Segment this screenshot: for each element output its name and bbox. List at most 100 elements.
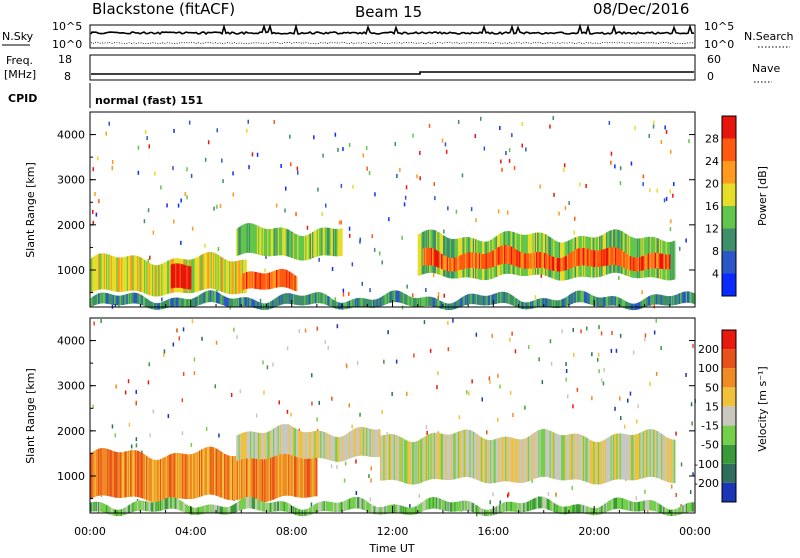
power-speckle xyxy=(379,251,381,256)
power-band-cell xyxy=(446,257,449,271)
power-band-cell xyxy=(563,298,565,307)
power-speckle xyxy=(475,218,477,223)
velocity-band-cell xyxy=(250,497,253,509)
power-band-cell xyxy=(317,228,320,256)
power-colorbar-tick: 20 xyxy=(705,178,719,191)
velocity-ytick-label: 2000 xyxy=(57,425,85,438)
power-band-cell xyxy=(269,301,272,309)
velocity-band-cell xyxy=(337,502,340,512)
power-band-cell xyxy=(483,295,485,306)
power-speckle xyxy=(405,185,408,190)
velocity-band-cell xyxy=(344,500,347,511)
velocity-band-cell xyxy=(610,499,612,511)
velocity-band-cell xyxy=(172,497,175,509)
velocity-band-cell xyxy=(267,502,270,512)
velocity-band-cell xyxy=(169,497,171,509)
power-speckle xyxy=(506,210,509,215)
velocity-band-cell xyxy=(632,434,635,481)
power-band-cell xyxy=(160,264,162,296)
velocity-band-cell xyxy=(415,441,418,485)
velocity-band-cell xyxy=(193,453,195,499)
power-band-cell xyxy=(274,270,277,288)
power-band-cell xyxy=(258,226,260,255)
power-speckle xyxy=(497,209,500,214)
power-band-cell xyxy=(163,262,166,295)
velocity-band-cell xyxy=(475,504,477,514)
velocity-band-cell xyxy=(582,505,585,514)
power-band-cell xyxy=(336,229,339,257)
velocity-speckle xyxy=(167,414,170,419)
power-band-cell xyxy=(374,299,376,308)
power-band-cell xyxy=(293,233,296,259)
velocity-band-cell xyxy=(662,506,665,515)
power-band-cell xyxy=(117,295,120,306)
power-speckle xyxy=(340,220,342,225)
velocity-speckle xyxy=(406,391,408,396)
power-band-cell xyxy=(273,299,276,308)
velocity-band-cell xyxy=(632,501,634,512)
velocity-band-cell xyxy=(248,454,250,500)
velocity-speckle xyxy=(550,361,553,366)
power-band-cell xyxy=(288,271,291,289)
power-band-cell xyxy=(196,257,199,292)
power-band-cell xyxy=(510,294,513,305)
power-band-cell xyxy=(326,227,328,256)
velocity-band-cell xyxy=(539,429,542,477)
velocity-band-cell xyxy=(437,498,439,510)
velocity-band-cell xyxy=(210,504,213,513)
power-band-cell xyxy=(300,236,303,261)
velocity-band-cell xyxy=(102,503,105,513)
power-speckle xyxy=(457,120,460,124)
power-speckle xyxy=(259,298,262,303)
velocity-band-cell xyxy=(328,501,331,512)
power-band-cell xyxy=(508,293,510,304)
power-band-cell xyxy=(486,253,489,269)
velocity-band-cell xyxy=(435,432,437,479)
power-band-cell xyxy=(253,300,256,308)
velocity-band-cell xyxy=(294,450,296,497)
power-band-cell xyxy=(600,250,602,267)
velocity-band-cell xyxy=(251,497,254,509)
velocity-band-cell xyxy=(197,507,200,515)
velocity-band-cell xyxy=(185,504,187,513)
velocity-band-cell xyxy=(571,433,574,480)
power-colorbar-frame xyxy=(721,115,737,297)
power-speckle xyxy=(656,188,658,193)
power-band-cell xyxy=(338,228,341,257)
velocity-band-cell xyxy=(379,507,382,515)
velocity-band-cell xyxy=(564,435,567,481)
power-band-cell xyxy=(252,299,255,308)
power-band-cell xyxy=(539,252,542,268)
power-band-cell xyxy=(329,297,332,307)
velocity-band-cell xyxy=(628,434,631,481)
power-band-cell xyxy=(434,249,436,267)
velocity-band-cell xyxy=(514,438,516,483)
velocity-band-cell xyxy=(577,504,579,513)
power-band-cell xyxy=(516,250,519,267)
velocity-band-cell xyxy=(236,502,239,512)
velocity-band-cell xyxy=(339,437,342,462)
velocity-band-cell xyxy=(390,434,392,480)
power-band-cell xyxy=(485,295,488,306)
power-band-cell xyxy=(124,256,127,292)
power-speckle xyxy=(204,243,206,248)
velocity-band-cell xyxy=(532,498,535,510)
power-band-cell xyxy=(690,292,693,304)
velocity-band-cell xyxy=(463,500,466,511)
station-title: Blackstone (fitACF) xyxy=(92,0,235,18)
power-band-cell xyxy=(575,291,578,303)
power-band-cell xyxy=(513,248,515,266)
velocity-band-cell xyxy=(290,426,292,455)
power-band-cell xyxy=(114,256,116,292)
power-band-cell xyxy=(637,257,640,272)
power-band-cell xyxy=(473,252,475,269)
power-band-cell xyxy=(502,291,505,303)
velocity-band-cell xyxy=(656,502,658,512)
power-band-cell xyxy=(473,293,476,305)
power-band-cell xyxy=(453,302,455,310)
velocity-band-cell xyxy=(327,501,329,512)
power-band-cell xyxy=(544,298,547,307)
power-speckle xyxy=(445,149,448,154)
power-band-cell xyxy=(169,298,171,308)
velocity-band-cell xyxy=(642,500,645,511)
